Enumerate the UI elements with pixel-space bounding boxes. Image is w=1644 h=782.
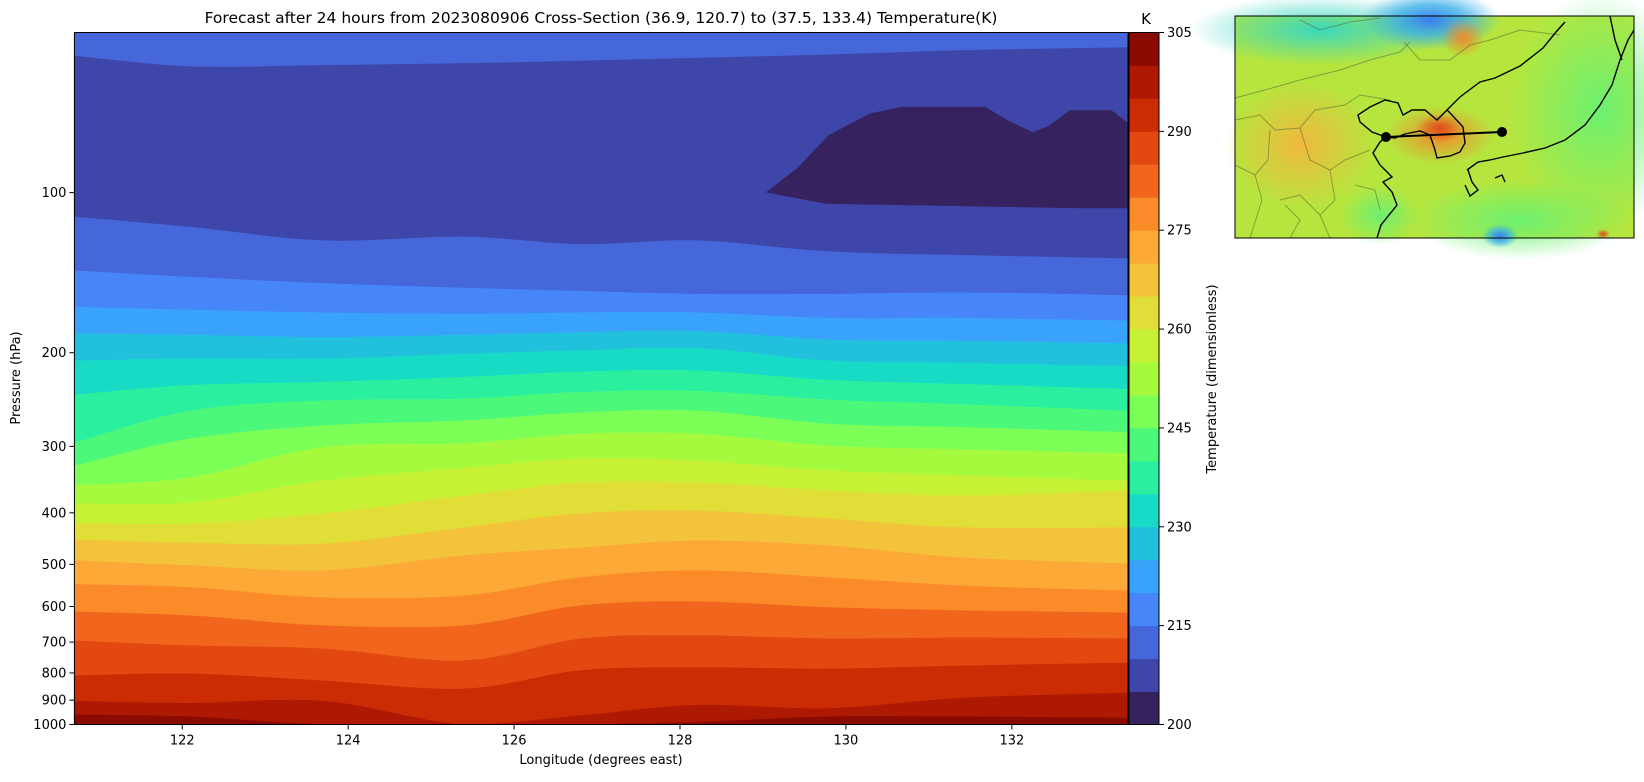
- colorbar-swatch-300-305: [1129, 32, 1159, 66]
- colorbar-tick-label: 260: [1167, 323, 1192, 338]
- cross-section-start-marker: [1381, 132, 1391, 142]
- y-tick-label: 300: [42, 440, 67, 455]
- map-field-hot-korea: [1416, 114, 1464, 142]
- colorbar-tick-label: 245: [1167, 421, 1192, 436]
- colorbar-swatch-245-250: [1129, 394, 1159, 429]
- colorbar-swatch-260-265: [1129, 296, 1159, 330]
- map-field-green-east: [1510, 0, 1644, 230]
- colorbar-unit: K: [1141, 10, 1152, 28]
- colorbar-swatch-240-245: [1129, 427, 1159, 462]
- x-axis-label: Longitude (degrees east): [519, 753, 682, 768]
- colorbar-swatch-230-235: [1129, 493, 1159, 528]
- y-tick-label: 600: [42, 600, 67, 615]
- colorbar-tick-label: 230: [1167, 520, 1192, 535]
- map-inset: [1190, 0, 1644, 260]
- colorbar-swatch-220-225: [1129, 559, 1159, 594]
- x-axis-ticks: 122 124 126 128 130 132: [170, 724, 1024, 749]
- colorbar-swatch-215-220: [1129, 592, 1159, 627]
- x-tick-label: 128: [668, 734, 693, 749]
- map-frame: [1234, 15, 1635, 239]
- x-tick-label: 126: [502, 734, 527, 749]
- colorbar: [1129, 32, 1159, 725]
- colorbar-swatch-235-240: [1129, 460, 1159, 495]
- colorbar-swatch-205-210: [1129, 658, 1159, 692]
- colorbar-swatch-285-290: [1129, 131, 1159, 165]
- y-tick-label: 500: [42, 558, 67, 573]
- colorbar-ticks: 200 215 230 245 260 275 290 305: [1159, 26, 1192, 733]
- colorbar-tick-label: 290: [1167, 125, 1192, 140]
- colorbar-tick-label: 215: [1167, 619, 1192, 634]
- y-tick-label: 100: [42, 186, 67, 201]
- y-axis-ticks: 100 200 300 400 500 600 700 800 900 1000: [33, 186, 75, 733]
- y-tick-label: 700: [42, 636, 67, 651]
- colorbar-label: Temperature (dimensionless): [1205, 284, 1220, 474]
- y-tick-label: 1000: [33, 718, 66, 733]
- map-field-warm-west: [1225, 80, 1375, 210]
- colorbar-swatch-200-205: [1129, 691, 1159, 725]
- colorbar-swatch-225-230: [1129, 526, 1159, 561]
- colorbar-swatch-295-300: [1129, 65, 1159, 99]
- map-province-borders: [1234, 17, 1561, 239]
- x-tick-label: 124: [336, 734, 361, 749]
- x-tick-label: 132: [999, 734, 1024, 749]
- colorbar-frame: [1128, 32, 1160, 725]
- x-tick-label: 122: [170, 734, 195, 749]
- y-tick-label: 900: [42, 694, 67, 709]
- y-tick-label: 400: [42, 506, 67, 521]
- plot-frame: [73, 32, 1129, 725]
- colorbar-tick-label: 200: [1167, 718, 1192, 733]
- chart-title: Forecast after 24 hours from 2023080906 …: [205, 9, 998, 27]
- map-field-warm-north: [1441, 18, 1485, 58]
- colorbar-swatch-290-295: [1129, 98, 1159, 132]
- y-tick-label: 800: [42, 666, 67, 681]
- map-field-hot-spot: [1596, 229, 1610, 239]
- map-field-cold-spot: [1482, 224, 1518, 248]
- cross-section-line: [1385, 131, 1503, 138]
- cross-section-path: [1381, 127, 1507, 142]
- colorbar-tick-label: 305: [1167, 26, 1192, 41]
- map-field-green-southwest: [1340, 185, 1420, 245]
- colorbar-swatch-265-270: [1129, 263, 1159, 297]
- colorbar-swatch-270-275: [1129, 230, 1159, 264]
- cross-section-end-marker: [1497, 127, 1507, 137]
- colorbar-tick-label: 275: [1167, 224, 1192, 239]
- band-300-305: [74, 714, 1128, 725]
- x-tick-label: 130: [834, 734, 859, 749]
- y-axis-label: Pressure (hPa): [9, 331, 24, 424]
- colorbar-swatch-275-280: [1129, 197, 1159, 231]
- colorbar-swatch-255-260: [1129, 329, 1159, 363]
- colorbar-swatch-210-215: [1129, 625, 1159, 659]
- colorbar-swatch-250-255: [1129, 362, 1159, 396]
- y-tick-label: 200: [42, 346, 67, 361]
- band-200-205-cold-core: [765, 106, 1128, 209]
- contour-fills: [74, 32, 1128, 725]
- colorbar-swatch-280-285: [1129, 164, 1159, 198]
- map-field-green-south: [1410, 180, 1630, 260]
